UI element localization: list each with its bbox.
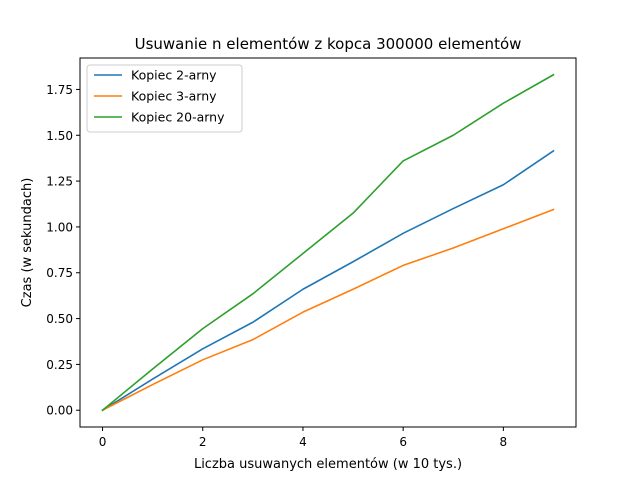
legend-label-2: Kopiec 3-arny <box>131 89 217 104</box>
y-tick-label: 0.00 <box>46 404 73 418</box>
y-axis-label: Czas (w sekundach) <box>20 178 35 308</box>
series-line-1 <box>101 149 555 412</box>
y-tick-label: 0.50 <box>46 312 73 326</box>
y-tick-label: 1.00 <box>46 220 73 234</box>
x-axis-label: Liczba usuwanych elementów (w 10 tys.) <box>194 457 462 472</box>
y-tick-label: 0.25 <box>46 358 73 372</box>
chart-title: Usuwanie n elementów z kopca 300000 elem… <box>135 35 522 53</box>
legend-label-1: Kopiec 2-arny <box>131 68 217 83</box>
y-tick-label: 0.75 <box>46 266 73 280</box>
series-line-3 <box>101 73 555 412</box>
series-line-2 <box>101 208 555 412</box>
y-tick-label: 1.75 <box>46 83 73 97</box>
x-tick-label: 8 <box>500 435 508 449</box>
x-tick-label: 2 <box>199 435 207 449</box>
legend-box <box>86 64 243 133</box>
y-tick-label: 1.25 <box>46 175 73 189</box>
x-tick-label: 0 <box>99 435 107 449</box>
axis-ticks: 0 2 4 6 8 0.00 0.25 0.50 0.75 1.00 1.25 1.50 1.75 <box>46 83 507 449</box>
series-lines <box>101 73 555 412</box>
plot-frame <box>79 57 577 428</box>
legend: Kopiec 2-arny Kopiec 3-arny Kopiec 20-arny <box>86 64 243 133</box>
legend-label-3: Kopiec 20-arny <box>131 110 225 125</box>
x-tick-label: 4 <box>299 435 307 449</box>
x-tick-label: 6 <box>399 435 407 449</box>
y-tick-label: 1.50 <box>46 129 73 143</box>
